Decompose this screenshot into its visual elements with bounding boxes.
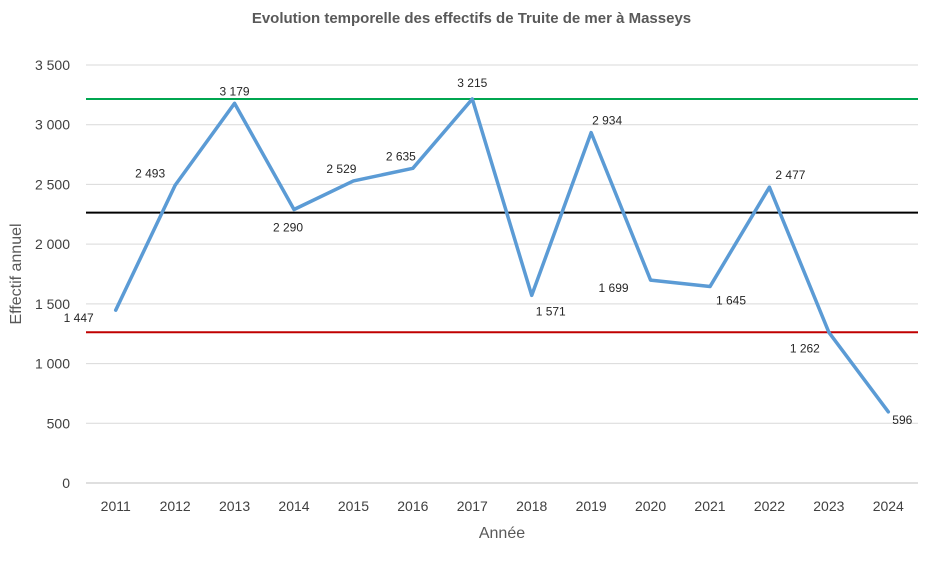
data-label: 1 645 [716, 294, 746, 308]
x-tick-label: 2016 [397, 498, 428, 514]
series-line-path [113, 97, 891, 414]
x-tick-label: 2012 [160, 498, 191, 514]
data-label: 3 179 [220, 84, 250, 98]
x-tick-label: 2014 [278, 498, 309, 514]
x-tick-label: 2019 [576, 498, 607, 514]
data-point [114, 308, 118, 312]
data-point [411, 166, 415, 170]
data-label: 1 262 [790, 341, 820, 355]
data-point [649, 278, 653, 282]
data-label: 2 493 [135, 166, 165, 180]
data-point [708, 285, 712, 289]
data-label: 596 [892, 413, 912, 427]
x-tick-label: 2023 [813, 498, 844, 514]
data-point [292, 208, 296, 212]
x-tick-label: 2013 [219, 498, 250, 514]
data-point [470, 97, 474, 101]
data-label: 2 477 [775, 168, 805, 182]
x-tick-label: 2024 [873, 498, 904, 514]
x-tick-label: 2017 [457, 498, 488, 514]
data-point [233, 101, 237, 105]
y-tick-label: 2 000 [35, 236, 70, 252]
data-point [351, 179, 355, 183]
chart-title: Evolution temporelle des effectifs de Tr… [251, 10, 692, 27]
series-line [113, 97, 891, 414]
y-tick-label: 3 500 [35, 57, 70, 73]
y-tick-label: 0 [62, 475, 70, 491]
data-label: 2 635 [386, 149, 416, 163]
x-tick-label: 2018 [516, 498, 547, 514]
y-tick-label: 3 000 [35, 117, 70, 133]
x-axis-tick-labels: 2011 2012 2013 2014 2015 2016 2017 2018 2019 2020… [101, 498, 904, 514]
data-label: 2 290 [273, 221, 303, 235]
y-axis-title: Effectif annuel [8, 223, 25, 324]
data-label: 1 447 [64, 311, 94, 325]
data-label: 1 571 [536, 304, 566, 318]
x-tick-label: 2020 [635, 498, 666, 514]
data-label: 3 215 [457, 76, 487, 90]
x-tick-label: 2021 [694, 498, 725, 514]
x-tick-label: 2015 [338, 498, 369, 514]
data-point [767, 185, 771, 189]
x-tick-label: 2022 [754, 498, 785, 514]
y-tick-label: 1 500 [35, 296, 70, 312]
y-tick-label: 1 000 [35, 356, 70, 372]
data-point [173, 183, 177, 187]
y-tick-label: 500 [47, 415, 71, 431]
data-label: 2 934 [592, 114, 622, 128]
data-label: 2 529 [326, 162, 356, 176]
y-axis-tick-labels: 0 500 1 000 1 500 2 000 2 500 3 000 3 500 [35, 57, 70, 491]
data-point [827, 330, 831, 334]
x-axis-title: Année [479, 525, 525, 542]
y-tick-label: 2 500 [35, 176, 70, 192]
data-point [886, 410, 890, 414]
data-point [530, 293, 534, 297]
data-point [589, 131, 593, 135]
gridlines [86, 64, 918, 484]
data-labels: 1 447 2 493 3 179 2 290 2 529 2 635 3 215 1 571… [64, 76, 913, 427]
data-label: 1 699 [599, 281, 629, 295]
x-tick-label: 2011 [101, 498, 131, 514]
